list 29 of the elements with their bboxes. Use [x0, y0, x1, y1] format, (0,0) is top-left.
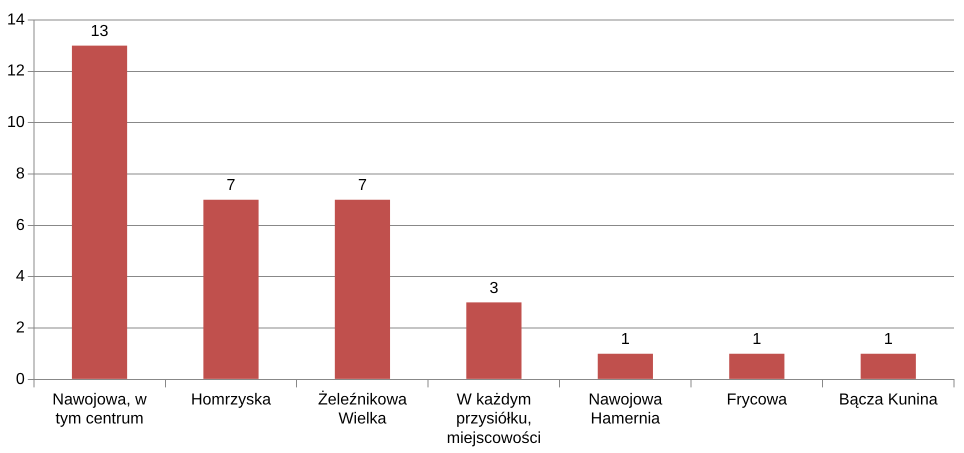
bar [334, 200, 390, 379]
x-tick-label: Żeleźnikowa Wielka [318, 390, 408, 428]
y-tick-label: 0 [16, 370, 25, 388]
data-label: 1 [752, 331, 762, 348]
x-tick-label: Nawojowa, w tym centrum [52, 391, 148, 428]
data-label: 7 [226, 177, 236, 194]
bar [72, 46, 128, 379]
x-tick-label: Bącza Kunina [838, 391, 938, 408]
y-tick-label: 12 [7, 62, 25, 80]
y-tick-label: 8 [16, 165, 25, 182]
x-tick-label: Homrzyska [190, 391, 272, 408]
bar [598, 354, 653, 379]
y-tick-label: 10 [7, 114, 25, 132]
bar [466, 302, 522, 379]
y-tick-label: 4 [16, 268, 25, 286]
data-label: 3 [489, 280, 498, 297]
data-label: 13 [90, 23, 109, 40]
y-tick-label: 2 [16, 319, 25, 336]
data-label: 1 [620, 331, 630, 348]
data-label: 1 [884, 331, 893, 348]
data-label: 7 [358, 177, 367, 194]
bar [860, 354, 916, 379]
x-tick-label: Frycowa [726, 391, 788, 408]
x-tick-label: W każdym przysiółku, miejscowości [446, 391, 542, 447]
y-tick-label: 14 [7, 11, 25, 28]
bar [203, 200, 259, 379]
bar [729, 354, 784, 379]
x-tick-label: Nawojowa Hamernia [588, 391, 662, 428]
y-tick-label: 6 [16, 216, 25, 234]
